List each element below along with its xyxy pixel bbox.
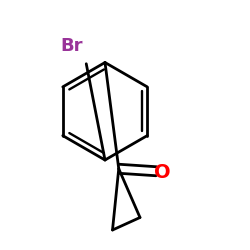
Text: O: O [154, 163, 170, 182]
Text: Br: Br [60, 37, 82, 55]
